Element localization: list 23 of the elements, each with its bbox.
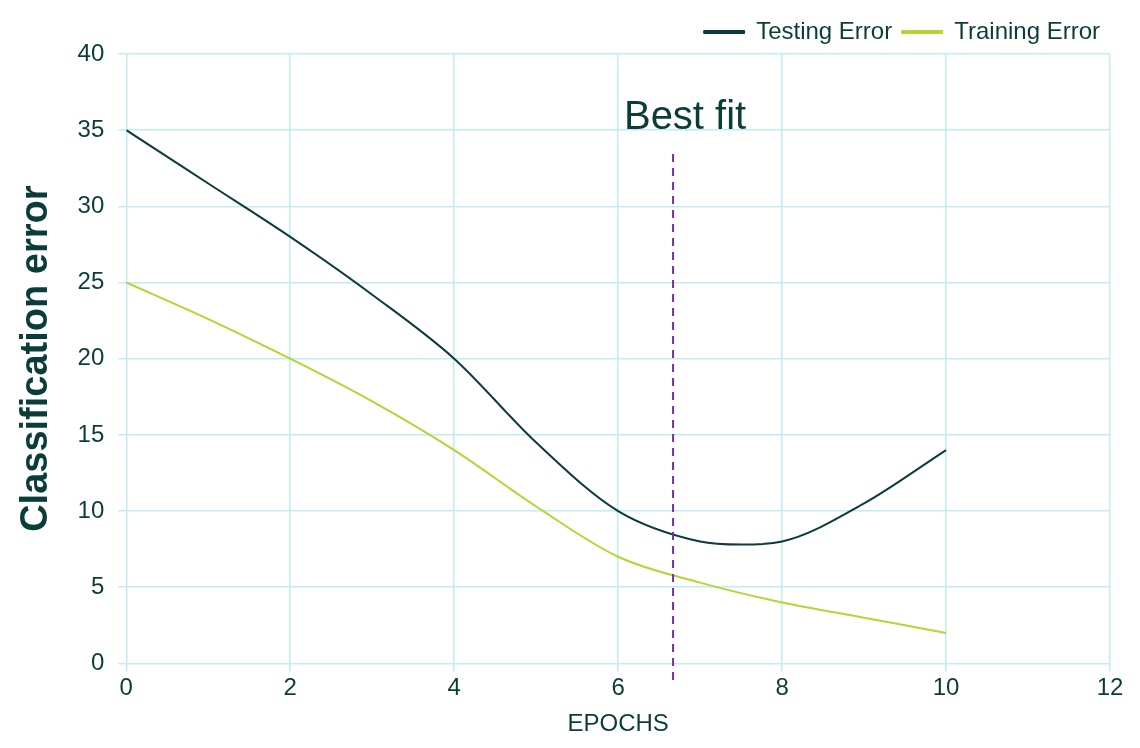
ref-line-label: Best fit bbox=[623, 93, 747, 138]
y-tick-label: 15 bbox=[77, 419, 105, 447]
x-axis-title: EPOCHS bbox=[567, 709, 669, 737]
y-tick-label: 25 bbox=[77, 267, 105, 295]
y-tick-label: 35 bbox=[77, 114, 105, 142]
y-tick-label: 20 bbox=[77, 343, 105, 371]
y-tick-label: 40 bbox=[77, 38, 105, 66]
y-axis-title: Classification error bbox=[13, 185, 56, 532]
line-series bbox=[126, 129, 948, 546]
x-tick-label: 10 bbox=[932, 673, 960, 701]
x-tick-label: 12 bbox=[1096, 673, 1124, 701]
y-tick-label: 5 bbox=[90, 571, 105, 599]
y-tick-label: 30 bbox=[77, 190, 105, 218]
x-tick-label: 0 bbox=[119, 673, 133, 701]
legend-label: Testing Error bbox=[756, 16, 893, 44]
x-tick-label: 4 bbox=[447, 673, 461, 701]
line-series bbox=[126, 281, 948, 634]
y-tick-label: 10 bbox=[77, 495, 105, 523]
legend-label: Training Error bbox=[954, 16, 1101, 44]
x-tick-label: 8 bbox=[775, 673, 789, 701]
y-tick-label: 0 bbox=[90, 648, 105, 676]
x-tick-label: 2 bbox=[283, 673, 297, 701]
x-tick-label: 6 bbox=[611, 673, 625, 701]
